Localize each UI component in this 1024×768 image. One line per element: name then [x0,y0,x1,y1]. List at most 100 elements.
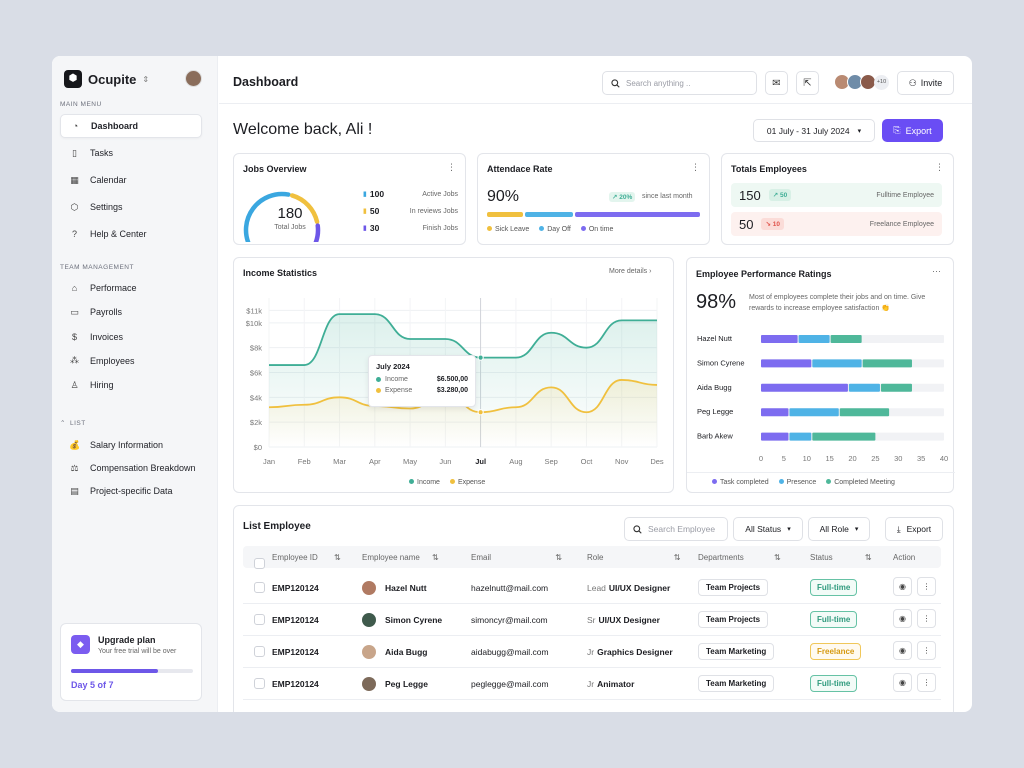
sort-icon: ⇅ [774,553,781,562]
row-checkbox[interactable] [254,582,265,593]
role-level: Lead [587,583,606,593]
role-title: UI/UX Designer [608,583,671,593]
column-role[interactable]: Role ⇅ [587,553,680,562]
column-status[interactable]: Status ⇅ [810,553,872,562]
jobs-gauge [243,191,321,242]
freelance-change: 10 [772,221,780,228]
sidebar-item-employees[interactable]: ⁂ Employees [60,349,202,373]
export-button[interactable]: ⎘ Export [882,119,943,142]
chart-tooltip: July 2024 Income $6.500,00 Expense $3.280,… [368,355,476,407]
view-button[interactable]: ◉ [893,641,912,660]
sidebar-item-settings[interactable]: ⬡ Settings [60,195,202,219]
employee-email[interactable]: hazelnutt@mail.com [471,583,549,593]
x-tick-label: Mar [333,457,346,466]
row-checkbox[interactable] [254,678,265,689]
attendance-change-text: since last month [642,193,693,200]
sidebar-item-label: Calendar [90,175,127,185]
share-button[interactable]: ⇱ [796,71,819,95]
column-employee-id[interactable]: Employee ID ⇅ [272,553,341,562]
data-point-expense[interactable] [477,409,484,416]
sidebar-item-help-center[interactable]: ? Help & Center [60,222,202,246]
column-label: Status [810,553,833,562]
more-options-icon[interactable]: ⋮ [447,162,456,172]
sidebar-item-project-specific-data[interactable]: ▤ Project-specific Data [60,479,202,503]
x-tick-label: 35 [917,454,925,463]
bar-marker-icon: ▮ [363,191,367,198]
chevron-down-icon: ▾ [854,526,859,533]
more-options-icon[interactable]: ··· [932,266,941,276]
mail-button[interactable]: ✉ [765,71,788,95]
employee-avatar [362,581,376,595]
employee-name[interactable]: Hazel Nutt [385,583,427,593]
search-input[interactable]: Search anything .. [602,71,757,95]
sidebar-item-invoices[interactable]: $ Invoices [60,325,202,349]
legend-item: Presence [778,479,816,486]
row-checkbox[interactable] [254,614,265,625]
column-departments[interactable]: Departments ⇅ [698,553,781,562]
search-icon [633,524,642,534]
y-tick-label: $4k [250,393,262,402]
employee-name[interactable]: Peg Legge [385,679,428,689]
sidebar-item-label: Performace [90,283,137,293]
column-email[interactable]: Email ⇅ [471,553,562,562]
column-employee-name[interactable]: Employee name ⇅ [362,553,439,562]
sidebar-item-dashboard[interactable]: ◔ Dashboard [60,114,202,138]
brand-switcher[interactable]: ⬢ Ocupite ⇕ [64,70,149,88]
employee-name[interactable]: Simon Cyrene [385,615,443,625]
sidebar-item-calendar[interactable]: ▦ Calendar [60,168,202,192]
status-filter-dropdown[interactable]: All Status ▾ [733,517,803,541]
more-actions-button[interactable]: ⋮ [917,577,936,596]
payroll-icon: ▭ [70,306,79,317]
more-actions-button[interactable]: ⋮ [917,641,936,660]
select-all-checkbox[interactable] [254,558,265,569]
role-title: Animator [597,679,635,689]
more-actions-button[interactable]: ⋮ [917,673,936,692]
view-button[interactable]: ◉ [893,577,912,596]
column-label: Email [471,553,492,562]
legend-item: Expense [449,479,485,486]
legend-dot [449,479,455,484]
employee-search-input[interactable]: Search Employee [624,517,728,541]
x-tick-label: Aug [509,457,522,466]
data-point-income[interactable] [477,354,484,361]
jobs-stat-value: 50 [369,206,380,216]
sidebar-item-hiring[interactable]: ♙ Hiring [60,373,202,397]
date-range-picker[interactable]: 01 July - 31 July 2024 ▾ [753,119,875,142]
more-options-icon[interactable]: ⋮ [935,162,944,172]
sidebar-item-compensation-breakdown[interactable]: ⚖ Compensation Breakdown [60,456,202,480]
view-button[interactable]: ◉ [893,609,912,628]
list-section-toggle[interactable]: ⌃ LIST [60,419,86,428]
more-actions-button[interactable]: ⋮ [917,609,936,628]
page-title: Dashboard [233,75,299,89]
employee-email[interactable]: aidabugg@mail.com [471,647,549,657]
sidebar-item-salary-information[interactable]: 💰 Salary Information [60,433,202,457]
employee-role: Jr Graphics Designer [587,647,673,657]
row-checkbox[interactable] [254,646,265,657]
employee-name[interactable]: Aida Bugg [385,647,428,657]
more-avatars-count[interactable]: +10 [874,75,889,90]
role-filter-dropdown[interactable]: All Role ▾ [808,517,870,541]
employee-id: EMP120124 [272,647,319,657]
gauge-segment-in-reviews-jobs [289,193,320,225]
view-button[interactable]: ◉ [893,673,912,692]
employee-email[interactable]: peglegge@mail.com [471,679,549,689]
more-options-icon[interactable]: ⋮ [691,162,700,172]
sidebar-item-label: Employees [90,355,135,366]
upgrade-plan-card[interactable]: ◆ Upgrade plan Your free trial will be o… [60,623,202,701]
tooltip-month: July 2024 [376,362,410,371]
more-details-link[interactable]: More details › [609,268,651,275]
sidebar-item-payrolls[interactable]: ▭ Payrolls [60,300,202,324]
column-label: Departments [698,553,744,562]
legend-label: Completed Meeting [834,479,895,486]
sidebar-item-tasks[interactable]: ▯ Tasks [60,141,202,165]
sidebar-item-performace[interactable]: ⌂ Performace [60,276,202,300]
table-export-button[interactable]: ⤓ Export [885,517,943,541]
employee-search-placeholder: Search Employee [648,524,716,534]
employee-role: Lead UI/UX Designer [587,583,670,593]
role-filter-value: All Role [819,524,849,534]
freelance-change-badge: ↘ 10 [761,218,784,230]
invite-button[interactable]: ⚇ Invite [897,71,954,95]
y-tick-label: $6k [250,369,262,378]
employee-email[interactable]: simoncyr@mail.com [471,615,548,625]
user-avatar[interactable] [185,70,202,87]
